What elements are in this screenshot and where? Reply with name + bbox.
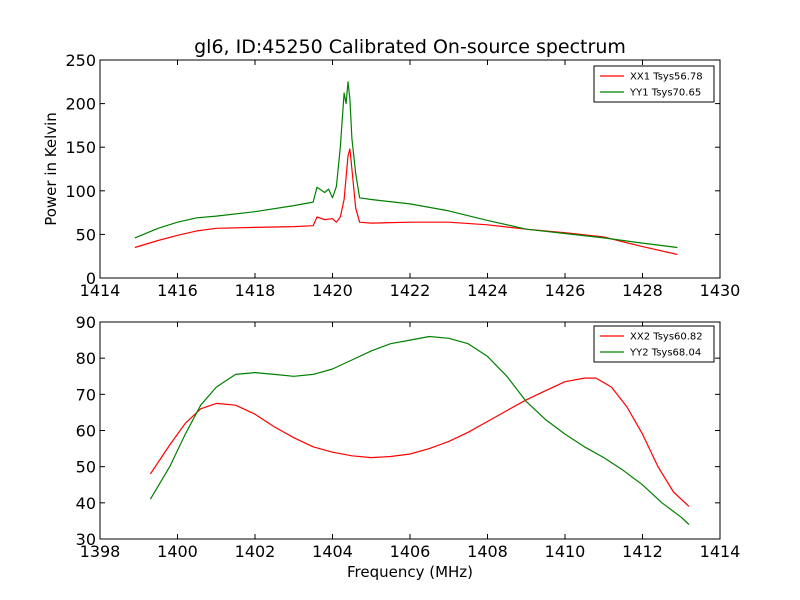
bottom-y-tick-label: 60 bbox=[76, 422, 96, 441]
bottom-x-axis-label: Frequency (MHz) bbox=[347, 563, 473, 581]
top-series-line-2 bbox=[134, 81, 678, 249]
top-y-tick-label: 50 bbox=[76, 225, 96, 244]
bottom-y-tick-label: 40 bbox=[76, 494, 96, 513]
top-y-tick-label: 200 bbox=[65, 95, 96, 114]
top-y-tick-label: 150 bbox=[65, 138, 96, 157]
bottom-x-tick-label: 1402 bbox=[235, 542, 276, 561]
top-panel: 1414 1416 1418 1420 1422 1424 1426 1428 1430 0 50 1… bbox=[65, 51, 740, 300]
bottom-y-tick-label: 80 bbox=[76, 349, 96, 368]
bottom-y-tick-label: 30 bbox=[76, 530, 96, 549]
bottom-x-tick-label: 1408 bbox=[467, 542, 508, 561]
top-legend-label-1: XX1 Tsys56.78 bbox=[630, 72, 703, 83]
bottom-y-tick-label: 70 bbox=[76, 385, 96, 404]
bottom-x-tick-label: 1414 bbox=[700, 542, 741, 561]
top-x-tick-label: 1416 bbox=[157, 281, 198, 300]
bottom-x-tick-label: 1400 bbox=[157, 542, 198, 561]
bottom-x-tick-label: 1410 bbox=[545, 542, 586, 561]
bottom-x-tick-label: 1412 bbox=[622, 542, 663, 561]
top-y-tick-label: 100 bbox=[65, 182, 96, 201]
bottom-legend-box bbox=[593, 325, 715, 363]
bottom-y-tick-label: 90 bbox=[76, 313, 96, 332]
top-y-tick-label: 250 bbox=[65, 51, 96, 70]
top-y-axis-label: Power in Kelvin bbox=[42, 112, 60, 226]
top-x-tick-label: 1418 bbox=[235, 281, 276, 300]
bottom-legend-label-2: YY2 Tsys68.04 bbox=[629, 348, 701, 359]
top-x-tick-label: 1428 bbox=[622, 281, 663, 300]
top-x-tick-label: 1424 bbox=[467, 281, 508, 300]
bottom-x-tick-label: 1406 bbox=[390, 542, 431, 561]
bottom-x-tick-label: 1404 bbox=[312, 542, 353, 561]
bottom-legend: XX2 Tsys60.82 YY2 Tsys68.04 bbox=[593, 325, 715, 363]
top-legend: XX1 Tsys56.78 YY1 Tsys70.65 bbox=[593, 65, 715, 103]
top-x-tick-label: 1422 bbox=[390, 281, 431, 300]
top-x-tick-label: 1430 bbox=[700, 281, 741, 300]
top-y-tick-label: 0 bbox=[86, 269, 96, 288]
bottom-x-tick-label: 1398 bbox=[80, 542, 121, 561]
top-x-tick-label: 1420 bbox=[312, 281, 353, 300]
bottom-legend-label-1: XX2 Tsys60.82 bbox=[630, 332, 703, 343]
bottom-series-line-1 bbox=[149, 377, 690, 507]
bottom-panel: 1398 1400 1402 1404 1406 1408 1410 1412 1414 30 40… bbox=[76, 313, 741, 561]
top-legend-box bbox=[593, 65, 715, 103]
top-x-tick-label: 1426 bbox=[545, 281, 586, 300]
top-series-line-1 bbox=[134, 148, 678, 256]
bottom-y-tick-label: 50 bbox=[76, 458, 96, 477]
top-x-tick-label: 1414 bbox=[80, 281, 121, 300]
top-legend-label-2: YY1 Tsys70.65 bbox=[629, 88, 701, 99]
chart-title: gl6, ID:45250 Calibrated On-source spect… bbox=[194, 36, 626, 58]
bottom-series-line-2 bbox=[149, 335, 690, 525]
